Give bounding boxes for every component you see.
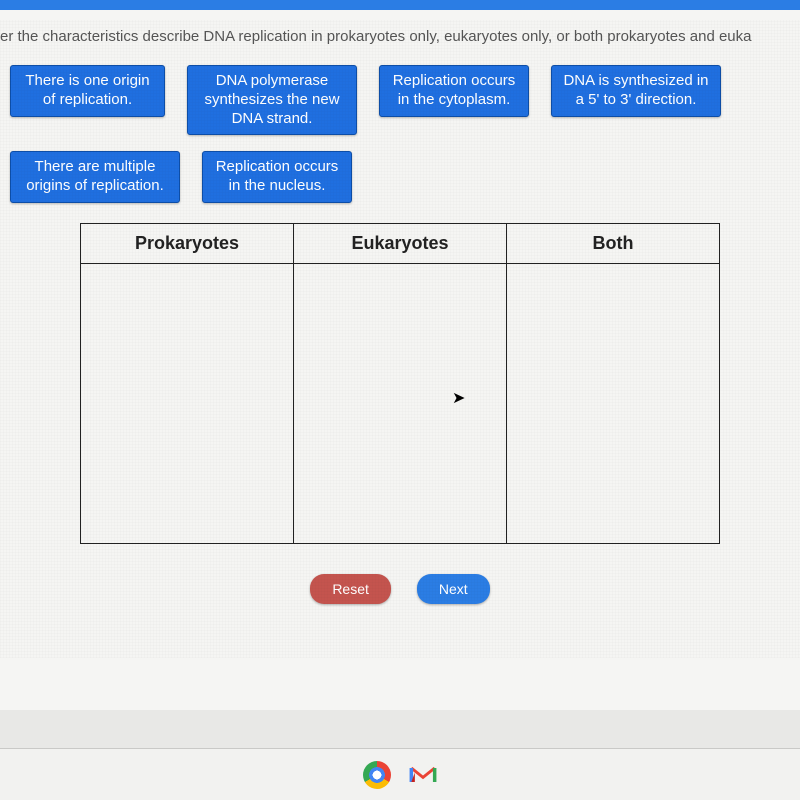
chrome-icon[interactable] — [363, 761, 391, 789]
header-prokaryotes: Prokaryotes — [81, 223, 294, 263]
dropzone-prokaryotes[interactable] — [81, 263, 294, 543]
header-eukaryotes: Eukaryotes — [294, 223, 507, 263]
action-buttons-row: Reset Next — [0, 574, 800, 604]
tile-multiple-origins[interactable]: There are multiple origins of replicatio… — [10, 151, 180, 203]
tile-cytoplasm[interactable]: Replication occurs in the cytoplasm. — [379, 65, 529, 117]
window-top-bar — [0, 0, 800, 10]
quiz-content-area: er the characteristics describe DNA repl… — [0, 10, 800, 710]
tile-5-to-3[interactable]: DNA is synthesized in a 5' to 3' directi… — [551, 65, 721, 117]
question-text: er the characteristics describe DNA repl… — [0, 20, 800, 65]
reset-button[interactable]: Reset — [310, 574, 391, 604]
tile-row-2: There are multiple origins of replicatio… — [10, 151, 790, 203]
tile-dna-polymerase[interactable]: DNA polymerase synthesizes the new DNA s… — [187, 65, 357, 135]
header-both: Both — [507, 223, 720, 263]
tile-row-1: There is one origin of replication. DNA … — [10, 65, 790, 135]
tile-one-origin[interactable]: There is one origin of replication. — [10, 65, 165, 117]
next-button[interactable]: Next — [417, 574, 490, 604]
taskbar — [0, 748, 800, 800]
classification-table: Prokaryotes Eukaryotes Both — [80, 223, 720, 544]
draggable-tiles-area: There is one origin of replication. DNA … — [0, 65, 800, 203]
gmail-icon[interactable] — [409, 761, 437, 789]
dropzone-eukaryotes[interactable] — [294, 263, 507, 543]
dropzone-both[interactable] — [507, 263, 720, 543]
tile-nucleus[interactable]: Replication occurs in the nucleus. — [202, 151, 352, 203]
